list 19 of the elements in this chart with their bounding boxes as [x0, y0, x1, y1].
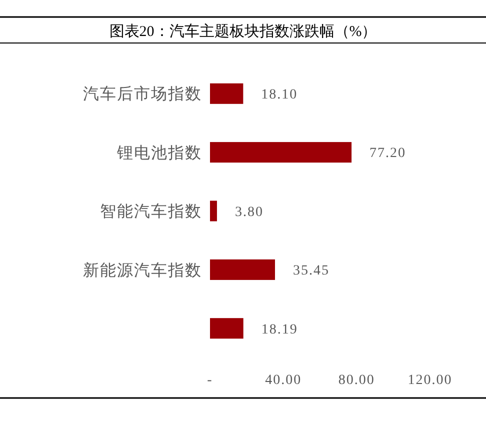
x-tick-label: 120.00: [408, 372, 452, 388]
x-tick-label: 80.00: [338, 372, 375, 388]
bar: [210, 142, 352, 163]
y-tick-label: 智能汽车指数: [100, 202, 202, 221]
data-label: 77.20: [370, 146, 406, 162]
data-label: 3.80: [234, 204, 264, 220]
data-label: 18.19: [261, 322, 298, 338]
data-label: 35.45: [292, 264, 330, 279]
bar: [210, 318, 244, 339]
x-tick-label: 40.00: [265, 372, 302, 388]
bar: [210, 83, 244, 104]
x-tick-label: -: [207, 372, 213, 388]
y-tick-label: 锂电池指数: [116, 144, 202, 162]
y-tick-label: 新能源汽车指数: [83, 261, 202, 280]
y-tick-label: 汽车后市场指数: [83, 85, 202, 104]
bar: [210, 200, 217, 222]
bar: [210, 259, 275, 280]
data-label: 18.10: [261, 88, 298, 103]
chart-title: 图表20：汽车主题板块指数涨跌幅（%）: [109, 23, 377, 40]
